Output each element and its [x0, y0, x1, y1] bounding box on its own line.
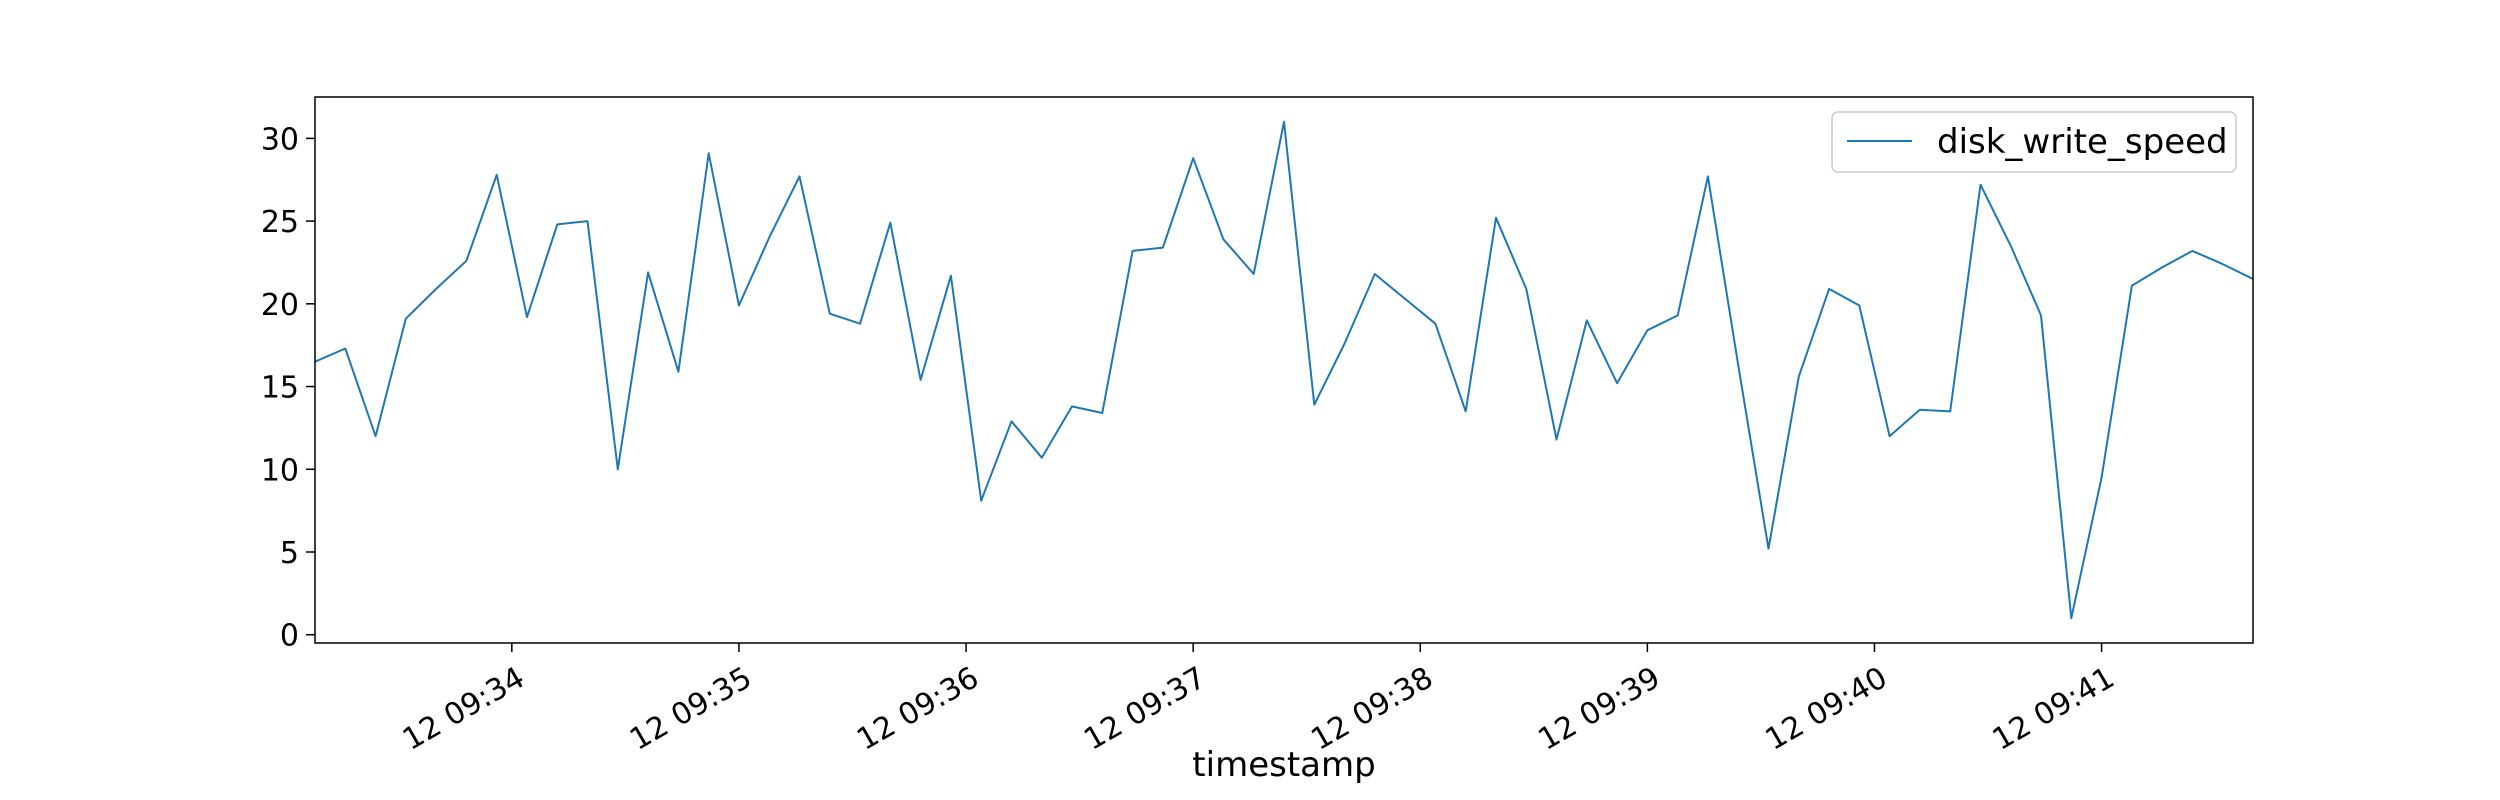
x-tick-label: 12 09:36 — [851, 660, 985, 757]
y-tick-label: 10 — [261, 453, 299, 488]
legend-frame — [1831, 111, 2237, 173]
x-tick-label: 12 09:38 — [1305, 660, 1439, 757]
y-axis-ticks: 0 5 10 15 20 25 30 — [261, 122, 315, 654]
y-tick-label: 5 — [280, 536, 299, 571]
legend-entry-disk-write-speed: disk_write_speed — [1937, 122, 2228, 162]
series-line-disk-write-speed — [315, 120, 2253, 620]
x-axis-label: timestamp — [1192, 745, 1375, 785]
y-tick-label: 30 — [261, 122, 299, 157]
x-tick-label: 12 09:34 — [397, 660, 531, 757]
legend: disk_write_speed — [1831, 111, 2237, 173]
plot-area — [315, 120, 2253, 620]
x-tick-label: 12 09:37 — [1078, 660, 1212, 757]
x-tick-label: 12 09:35 — [624, 660, 758, 757]
x-tick-label: 12 09:39 — [1532, 660, 1666, 757]
y-tick-label: 15 — [261, 371, 299, 406]
y-tick-label: 20 — [261, 288, 299, 323]
x-axis-ticks: 12 09:34 12 09:35 12 09:36 12 09:37 12 09:38… — [397, 643, 2120, 758]
y-tick-label: 25 — [261, 205, 299, 240]
x-tick-label: 12 09:40 — [1760, 660, 1894, 757]
plot-frame — [314, 96, 2254, 644]
x-tick-label: 12 09:41 — [1987, 660, 2121, 757]
y-tick-label: 0 — [280, 619, 299, 654]
